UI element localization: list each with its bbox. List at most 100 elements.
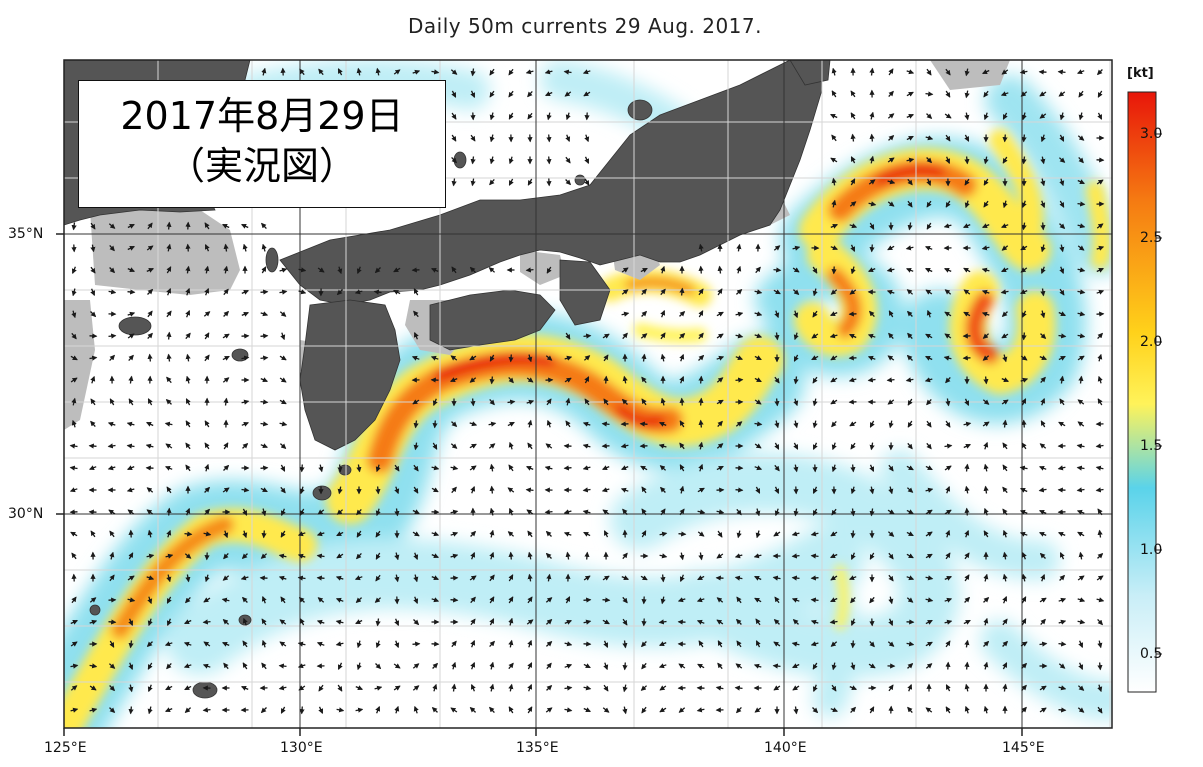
current-arrow: [109, 267, 116, 274]
current-arrow: [222, 487, 230, 493]
current-arrow: [1002, 200, 1008, 209]
current-arrow: [545, 641, 553, 647]
current-arrow: [241, 487, 250, 493]
current-arrow: [354, 575, 363, 581]
current-arrow: [850, 486, 856, 495]
current-arrow: [1076, 509, 1085, 515]
current-arrow: [204, 442, 210, 450]
current-arrow: [964, 552, 970, 560]
current-arrow: [812, 398, 818, 407]
current-arrow: [621, 267, 629, 273]
current-arrow: [375, 552, 381, 560]
current-arrow: [1000, 91, 1009, 97]
current-arrow: [507, 487, 515, 493]
current-arrow: [603, 354, 609, 362]
current-arrow: [1077, 135, 1085, 141]
current-arrow: [850, 596, 856, 604]
current-arrow: [736, 243, 742, 252]
current-arrow: [1078, 156, 1084, 164]
current-arrow: [868, 267, 876, 273]
current-arrow: [147, 310, 153, 318]
current-arrow: [394, 618, 400, 626]
current-arrow: [202, 707, 211, 713]
current-arrow: [1059, 398, 1065, 406]
current-arrow: [926, 200, 932, 208]
current-arrow: [508, 90, 514, 98]
current-arrow: [1040, 420, 1046, 428]
current-arrow: [1039, 552, 1046, 559]
current-arrow: [470, 398, 476, 407]
current-arrow: [127, 333, 135, 339]
current-arrow: [526, 399, 535, 405]
current-arrow: [166, 574, 172, 583]
current-arrow: [108, 509, 116, 515]
current-arrow: [146, 575, 155, 581]
current-arrow: [375, 464, 381, 473]
current-arrow: [450, 531, 459, 537]
current-arrow: [812, 508, 818, 516]
current-arrow: [906, 69, 915, 75]
current-arrow: [71, 288, 77, 297]
current-arrow: [849, 333, 857, 339]
current-arrow: [717, 640, 723, 648]
current-arrow: [546, 398, 552, 406]
current-arrow: [1077, 289, 1086, 295]
current-arrow: [146, 509, 154, 515]
current-arrow: [489, 156, 495, 165]
current-arrow: [222, 641, 230, 647]
current-arrow: [734, 685, 743, 691]
current-arrow: [1001, 267, 1009, 273]
current-arrow: [413, 552, 419, 561]
current-arrow: [906, 113, 914, 119]
current-arrow: [1001, 245, 1009, 251]
current-arrow: [983, 376, 989, 385]
current-arrow: [830, 597, 838, 603]
current-arrow: [945, 398, 951, 407]
current-arrow: [1019, 531, 1028, 537]
current-arrow: [964, 529, 970, 538]
current-arrow: [1039, 443, 1047, 449]
current-arrow: [925, 575, 934, 581]
current-arrow: [659, 641, 667, 647]
current-arrow: [831, 90, 837, 98]
current-arrow: [355, 619, 363, 625]
current-arrow: [793, 376, 799, 385]
current-arrow: [944, 311, 952, 317]
current-arrow: [850, 618, 856, 627]
current-arrow: [1097, 332, 1103, 340]
current-arrow: [963, 223, 971, 229]
current-arrow: [773, 641, 781, 647]
current-arrow: [393, 69, 401, 75]
current-arrow: [375, 640, 381, 649]
current-arrow: [128, 398, 134, 406]
current-arrow: [850, 266, 856, 275]
current-arrow: [203, 641, 211, 647]
current-arrow: [223, 397, 229, 406]
current-arrow: [1021, 573, 1027, 582]
current-arrow: [185, 442, 191, 450]
current-arrow: [563, 465, 572, 471]
current-arrow: [1059, 552, 1065, 560]
current-arrow: [888, 332, 894, 340]
current-arrow: [299, 618, 305, 626]
current-arrow: [431, 597, 440, 603]
current-arrow: [260, 289, 269, 295]
current-arrow: [850, 112, 856, 120]
current-arrow: [850, 90, 856, 98]
current-arrow: [335, 575, 344, 581]
current-arrow: [223, 442, 229, 450]
current-arrow: [1095, 443, 1104, 449]
current-arrow: [641, 486, 647, 494]
current-arrow: [185, 353, 191, 362]
current-arrow: [1001, 69, 1009, 75]
current-arrow: [660, 310, 666, 318]
current-arrow: [886, 377, 895, 383]
current-arrow: [1077, 597, 1086, 603]
current-arrow: [546, 156, 552, 165]
current-arrow: [830, 641, 838, 647]
current-arrow: [147, 332, 153, 340]
current-arrow: [869, 244, 875, 253]
current-arrow: [526, 465, 534, 471]
current-arrow: [489, 90, 495, 98]
current-arrow: [70, 377, 78, 383]
